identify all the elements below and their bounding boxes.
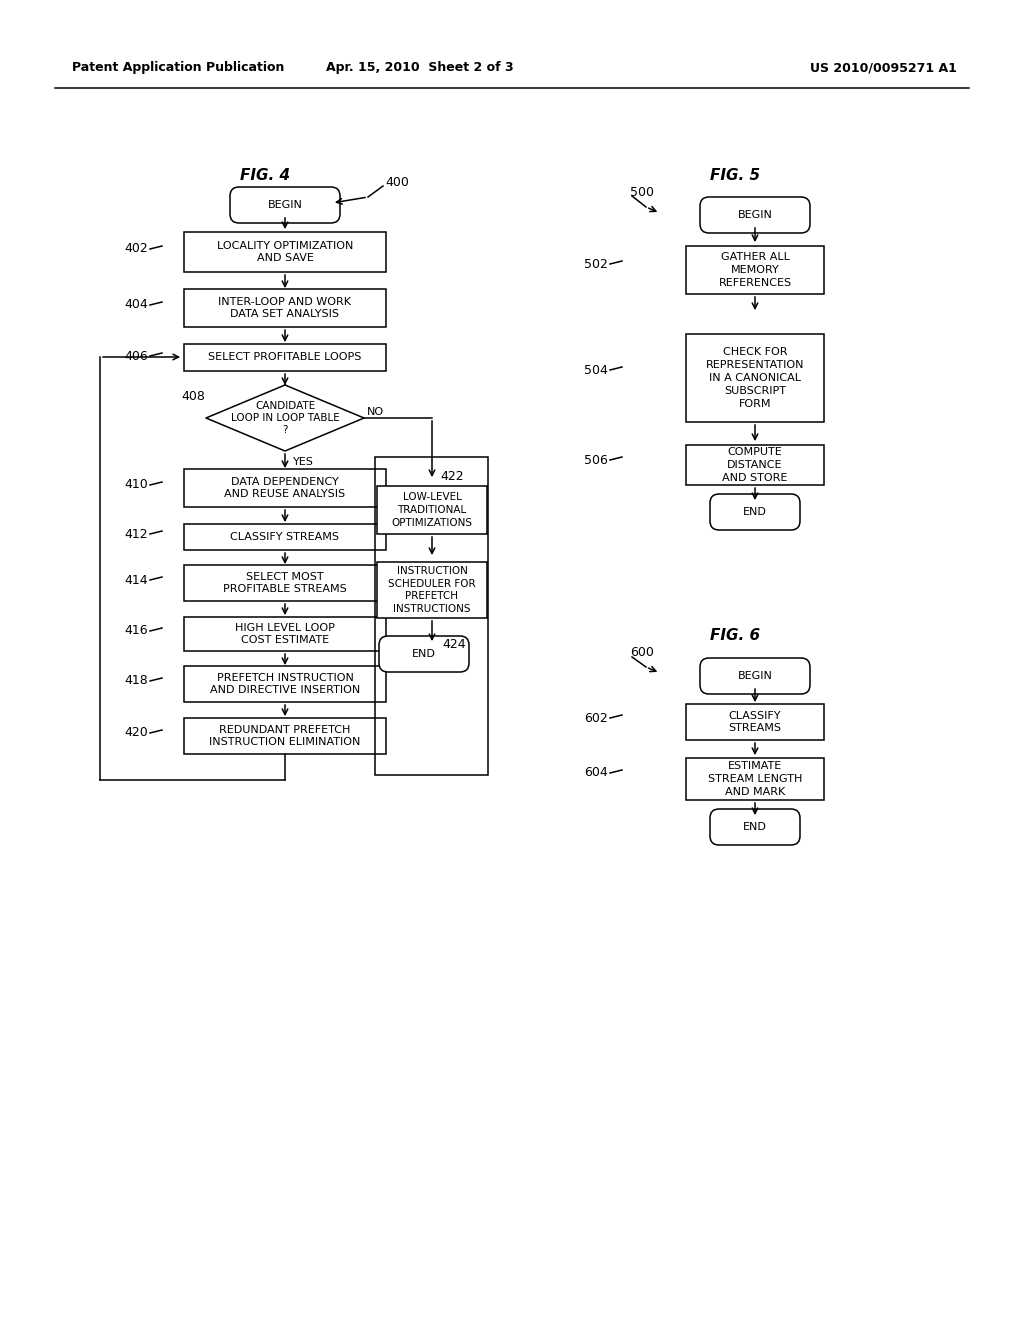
Text: 504: 504 — [584, 363, 608, 376]
FancyBboxPatch shape — [700, 657, 810, 694]
Text: BEGIN: BEGIN — [737, 671, 772, 681]
Text: COMPUTE
DISTANCE
AND STORE: COMPUTE DISTANCE AND STORE — [722, 447, 787, 483]
Text: FIG. 5: FIG. 5 — [710, 168, 760, 182]
FancyBboxPatch shape — [686, 445, 824, 484]
Text: LOW-LEVEL
TRADITIONAL
OPTIMIZATIONS: LOW-LEVEL TRADITIONAL OPTIMIZATIONS — [391, 492, 472, 528]
Text: ESTIMATE
STREAM LENGTH
AND MARK: ESTIMATE STREAM LENGTH AND MARK — [708, 762, 802, 797]
Text: DATA DEPENDENCY
AND REUSE ANALYSIS: DATA DEPENDENCY AND REUSE ANALYSIS — [224, 477, 345, 499]
Text: SELECT PROFITABLE LOOPS: SELECT PROFITABLE LOOPS — [208, 352, 361, 362]
Text: 400: 400 — [385, 176, 409, 189]
Text: 416: 416 — [124, 624, 148, 638]
Text: 402: 402 — [124, 243, 148, 256]
FancyBboxPatch shape — [710, 809, 800, 845]
Text: 500: 500 — [630, 186, 654, 198]
Text: PREFETCH INSTRUCTION
AND DIRECTIVE INSERTION: PREFETCH INSTRUCTION AND DIRECTIVE INSER… — [210, 673, 360, 696]
FancyBboxPatch shape — [686, 334, 824, 422]
Text: 502: 502 — [584, 257, 608, 271]
Text: Apr. 15, 2010  Sheet 2 of 3: Apr. 15, 2010 Sheet 2 of 3 — [327, 62, 514, 74]
FancyBboxPatch shape — [377, 486, 487, 535]
FancyBboxPatch shape — [379, 636, 469, 672]
Text: 408: 408 — [181, 391, 205, 404]
Text: 418: 418 — [124, 675, 148, 688]
Text: US 2010/0095271 A1: US 2010/0095271 A1 — [810, 62, 957, 74]
Text: CLASSIFY STREAMS: CLASSIFY STREAMS — [230, 532, 340, 543]
FancyBboxPatch shape — [686, 246, 824, 294]
Text: SELECT MOST
PROFITABLE STREAMS: SELECT MOST PROFITABLE STREAMS — [223, 572, 347, 594]
Text: END: END — [743, 822, 767, 832]
FancyBboxPatch shape — [184, 524, 386, 550]
Text: 406: 406 — [124, 350, 148, 363]
Text: FIG. 6: FIG. 6 — [710, 627, 760, 643]
Text: 410: 410 — [124, 479, 148, 491]
Text: CANDIDATE
LOOP IN LOOP TABLE
?: CANDIDATE LOOP IN LOOP TABLE ? — [230, 400, 339, 436]
Text: END: END — [743, 507, 767, 517]
Text: END: END — [412, 649, 436, 659]
FancyBboxPatch shape — [184, 469, 386, 507]
Text: 424: 424 — [442, 638, 466, 651]
Text: YES: YES — [293, 457, 314, 467]
Text: CHECK FOR
REPRESENTATION
IN A CANONICAL
SUBSCRIPT
FORM: CHECK FOR REPRESENTATION IN A CANONICAL … — [706, 347, 804, 409]
Text: 600: 600 — [630, 647, 654, 660]
FancyBboxPatch shape — [377, 562, 487, 618]
FancyBboxPatch shape — [686, 758, 824, 800]
FancyBboxPatch shape — [184, 289, 386, 327]
Polygon shape — [206, 385, 364, 451]
Text: LOCALITY OPTIMIZATION
AND SAVE: LOCALITY OPTIMIZATION AND SAVE — [217, 240, 353, 264]
FancyBboxPatch shape — [184, 232, 386, 272]
Text: 604: 604 — [585, 767, 608, 780]
FancyBboxPatch shape — [184, 718, 386, 754]
FancyBboxPatch shape — [230, 187, 340, 223]
Text: 422: 422 — [440, 470, 464, 483]
FancyBboxPatch shape — [184, 616, 386, 651]
Text: 404: 404 — [124, 298, 148, 312]
Text: 412: 412 — [124, 528, 148, 540]
FancyBboxPatch shape — [184, 667, 386, 702]
FancyBboxPatch shape — [710, 494, 800, 531]
Text: HIGH LEVEL LOOP
COST ESTIMATE: HIGH LEVEL LOOP COST ESTIMATE — [236, 623, 335, 645]
FancyBboxPatch shape — [184, 343, 386, 371]
Text: INSTRUCTION
SCHEDULER FOR
PREFETCH
INSTRUCTIONS: INSTRUCTION SCHEDULER FOR PREFETCH INSTR… — [388, 566, 476, 614]
FancyBboxPatch shape — [184, 565, 386, 601]
FancyBboxPatch shape — [700, 197, 810, 234]
Text: BEGIN: BEGIN — [737, 210, 772, 220]
Text: REDUNDANT PREFETCH
INSTRUCTION ELIMINATION: REDUNDANT PREFETCH INSTRUCTION ELIMINATI… — [209, 725, 360, 747]
Text: GATHER ALL
MEMORY
REFERENCES: GATHER ALL MEMORY REFERENCES — [719, 252, 792, 288]
Text: 506: 506 — [584, 454, 608, 466]
Text: Patent Application Publication: Patent Application Publication — [72, 62, 285, 74]
Text: FIG. 4: FIG. 4 — [240, 168, 290, 182]
Text: NO: NO — [367, 407, 384, 417]
FancyBboxPatch shape — [686, 704, 824, 741]
Text: BEGIN: BEGIN — [267, 201, 302, 210]
Text: INTER-LOOP AND WORK
DATA SET ANALYSIS: INTER-LOOP AND WORK DATA SET ANALYSIS — [218, 297, 351, 319]
Text: 414: 414 — [124, 573, 148, 586]
Text: 420: 420 — [124, 726, 148, 739]
Text: CLASSIFY
STREAMS: CLASSIFY STREAMS — [728, 710, 781, 734]
Text: 602: 602 — [585, 711, 608, 725]
